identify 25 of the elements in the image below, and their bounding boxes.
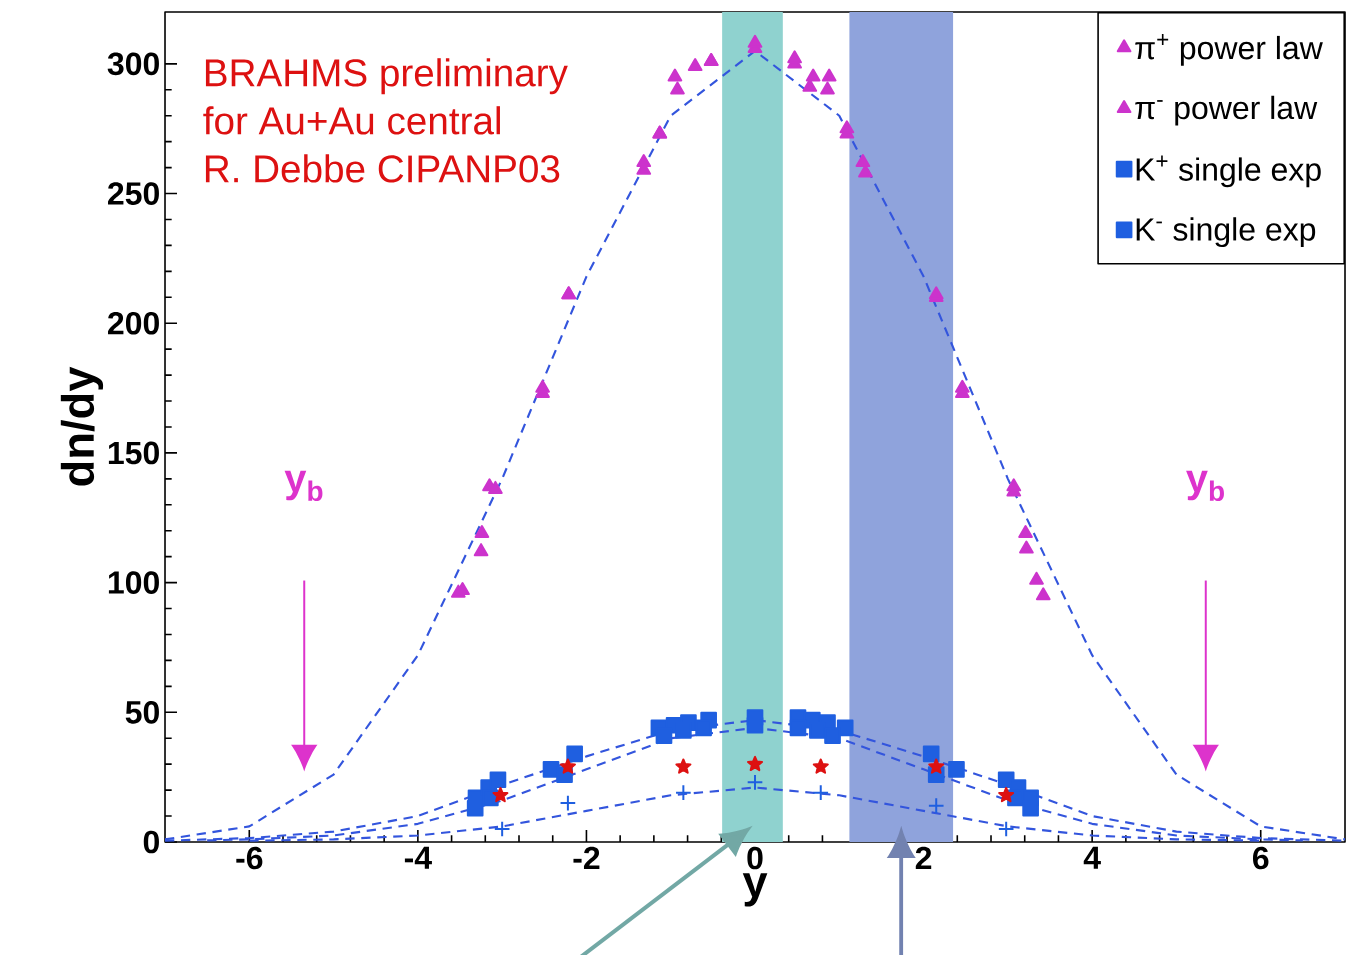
annotation: R. Debbe CIPANP03 [205, 154, 560, 183]
annotation: y$_{b}$ [284, 470, 323, 502]
annotation: for Au+Au central [203, 106, 500, 135]
y-tick-label: 100 [108, 571, 159, 594]
x-axis-title: y [742, 873, 768, 907]
y-axis-title: dn/dy [60, 366, 104, 486]
x-tick-label: -4 [404, 846, 432, 869]
legend-label: K$^{-}$ single exp [1136, 217, 1316, 248]
x-tick-label: -2 [573, 846, 600, 870]
x-tick-label: 0 [747, 846, 763, 870]
x-tick-label: 2 [915, 846, 932, 870]
y-tick-label: 300 [107, 52, 159, 76]
y-tick-label: 150 [108, 441, 159, 465]
y-tick-label: 200 [108, 311, 159, 335]
y-tick-label: 250 [108, 182, 159, 205]
y-tick-label: 0 [143, 830, 159, 854]
x-tick-label: 6 [1252, 846, 1269, 870]
y-tick-label: 50 [125, 700, 159, 724]
legend-label: π$^{+}$ power law [1135, 34, 1323, 66]
legend-label: π$^{-}$ power law [1135, 95, 1318, 126]
annotation: y$_{b}$ [1186, 470, 1224, 502]
x-tick-label: 4 [1083, 846, 1101, 869]
legend-label: K$^{+}$ single exp [1136, 155, 1321, 188]
x-tick-label: -6 [236, 846, 263, 870]
annotation: BRAHMS preliminary [205, 58, 568, 95]
